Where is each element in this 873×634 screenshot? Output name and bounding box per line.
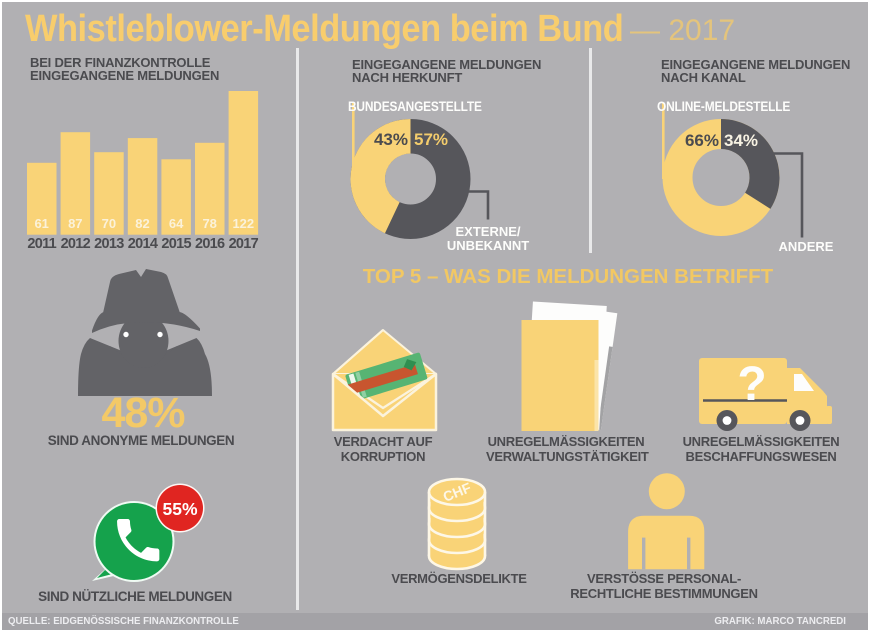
svg-text:70: 70 xyxy=(102,216,116,231)
svg-text:2011: 2011 xyxy=(27,236,56,252)
svg-text:2014: 2014 xyxy=(128,236,158,252)
svg-text:64: 64 xyxy=(169,216,184,231)
svg-text:2016: 2016 xyxy=(195,236,225,252)
svg-text:78: 78 xyxy=(202,216,216,231)
svg-text:61: 61 xyxy=(34,216,48,231)
svg-text:2013: 2013 xyxy=(94,236,124,252)
svg-text:82: 82 xyxy=(135,216,149,231)
svg-text:55%: 55% xyxy=(162,499,197,519)
svg-text:57%: 57% xyxy=(414,130,448,149)
svg-text:2017: 2017 xyxy=(229,236,259,252)
svg-text:2015: 2015 xyxy=(161,236,191,252)
svg-text:34%: 34% xyxy=(724,131,758,150)
svg-text:43%: 43% xyxy=(374,130,408,149)
svg-text:?: ? xyxy=(737,358,766,411)
svg-text:2012: 2012 xyxy=(61,236,91,252)
svg-text:66%: 66% xyxy=(685,131,719,150)
svg-text:87: 87 xyxy=(68,216,82,231)
svg-text:122: 122 xyxy=(232,216,254,231)
